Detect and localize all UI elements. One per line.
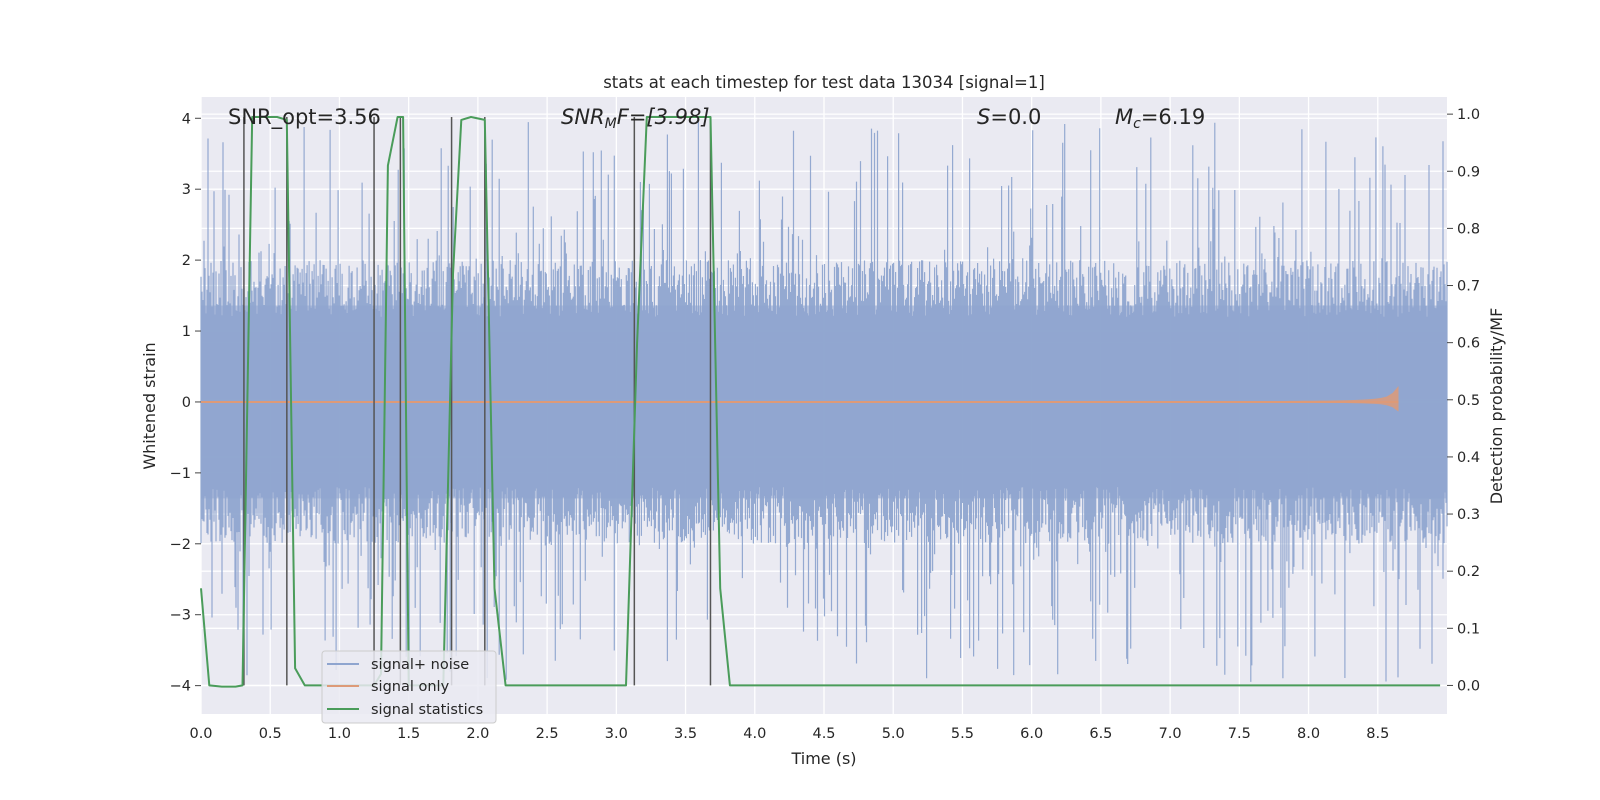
y-tick-label-right: 0.3 [1457,507,1480,523]
y-tick-label-right: 0.7 [1457,279,1480,295]
series-signal-statistics [200,116,1441,688]
y-tick-label-left: −1 [170,466,191,482]
legend-label-signal-noise: signal+ noise [371,657,469,673]
y-tick-label-right: 0.2 [1457,564,1480,580]
x-tick-label: 0.0 [189,726,212,742]
y-tick-label-left: 1 [182,324,191,340]
y-axis-label-left: Whitened strain [140,342,159,469]
y-tick-label-right: 0.4 [1457,450,1480,466]
x-tick-label: 8.0 [1297,726,1320,742]
y-tick-label-left: 3 [182,182,191,198]
annotation-snr-mf-sub: M [605,116,617,132]
x-tick-label: 0.5 [259,726,282,742]
annotation-mc: Mc=6.19 [1115,105,1205,132]
x-tick-label: 4.5 [812,726,835,742]
annotation-s: S=0.0 [977,105,1041,129]
x-tick-label: 3.0 [605,726,628,742]
x-tick-label: 7.5 [1228,726,1251,742]
annotation-mc-prefix: M [1115,105,1133,129]
annotation-snr-opt: SNR_opt=3.56 [228,105,381,130]
y-tick-label-right: 0.9 [1457,164,1480,180]
x-tick-label: 4.0 [743,726,766,742]
legend: signal+ noise signal only signal statist… [321,650,497,724]
x-tick-label: 1.0 [328,726,351,742]
y-tick-label-right: 0.1 [1457,621,1480,637]
y-tick-label-right: 0.0 [1457,678,1480,694]
x-tick-label: 6.0 [1020,726,1043,742]
y-tick-label-right: 0.8 [1457,221,1480,237]
x-tick-label: 5.5 [951,726,974,742]
annotation-mc-sub: c [1133,116,1141,132]
x-tick-label: 2.0 [466,726,489,742]
y-tick-label-left: −3 [170,608,191,624]
x-tick-label: 7.0 [1159,726,1182,742]
annotation-snr-mf-suffix: F=[3.98] [617,105,710,129]
y-tick-label-left: −4 [170,679,191,695]
ticks: 0.0 0.5 1.0 1.5 2.0 2.5 3.0 3.5 4.0 4.5 5.0 5.5 6.0 6… [170,107,1480,742]
y-tick-label-left: 0 [182,395,191,411]
chart-title: stats at each timestep for test data 130… [603,73,1045,92]
y-tick-label-right: 0.5 [1457,393,1480,409]
signal-statistics-trace [200,116,1441,688]
annotation-s-suffix: =0.0 [990,105,1041,129]
annotation-snr-mf: SNRMF=[3.98] [561,105,710,132]
x-tick-label: 5.0 [882,726,905,742]
x-tick-label: 1.5 [397,726,420,742]
y-tick-label-left: 2 [182,253,191,269]
y-tick-label-right: 0.6 [1457,336,1480,352]
legend-box [321,650,497,724]
x-tick-label: 2.5 [536,726,559,742]
y-axis-label-right: Detection probability/MF [1487,308,1506,505]
y-tick-label-right: 1.0 [1457,107,1480,123]
x-axis-label: Time (s) [790,749,856,768]
x-tick-label: 8.5 [1366,726,1389,742]
x-tick-label: 6.5 [1089,726,1112,742]
y-tick-label-left: 4 [182,111,191,127]
vertical-markers [243,116,712,686]
y-tick-label-left: −2 [170,537,191,553]
annotation-s-prefix: S [977,105,990,129]
legend-label-signal-statistics: signal statistics [371,702,483,718]
annotation-snr-mf-prefix: SNR [561,105,605,129]
annotation-mc-suffix: =6.19 [1141,105,1205,129]
legend-label-signal-only: signal only [371,679,450,695]
x-tick-label: 3.5 [674,726,697,742]
